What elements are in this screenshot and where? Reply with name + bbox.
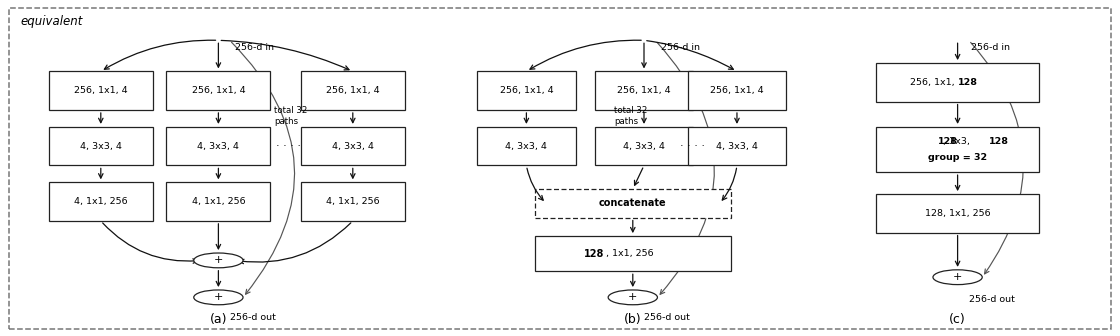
Text: +: +: [214, 255, 223, 265]
FancyBboxPatch shape: [49, 182, 152, 221]
Circle shape: [608, 290, 657, 305]
Text: 128, 1x1, 256: 128, 1x1, 256: [925, 209, 990, 218]
FancyBboxPatch shape: [534, 189, 730, 218]
Text: +: +: [628, 292, 637, 302]
Circle shape: [933, 270, 982, 285]
FancyBboxPatch shape: [300, 182, 405, 221]
FancyBboxPatch shape: [167, 127, 271, 166]
Text: (c): (c): [950, 313, 965, 326]
Text: (b): (b): [624, 313, 642, 326]
Text: 4, 3x3, 4: 4, 3x3, 4: [623, 142, 665, 151]
Text: 128: 128: [989, 137, 1009, 145]
Text: 256, 1x1, 4: 256, 1x1, 4: [192, 86, 245, 95]
Text: equivalent: equivalent: [20, 15, 83, 28]
FancyBboxPatch shape: [876, 63, 1038, 101]
FancyBboxPatch shape: [49, 127, 152, 166]
Text: group = 32: group = 32: [928, 154, 987, 162]
Circle shape: [194, 253, 243, 268]
FancyBboxPatch shape: [477, 72, 576, 110]
FancyBboxPatch shape: [688, 127, 786, 166]
Text: 4, 1x1, 256: 4, 1x1, 256: [192, 197, 245, 206]
Text: 256-d in: 256-d in: [661, 43, 700, 51]
Text: 128: 128: [937, 137, 958, 145]
FancyBboxPatch shape: [595, 127, 693, 166]
Text: 256, 1x1, 4: 256, 1x1, 4: [500, 86, 553, 95]
Text: (a): (a): [209, 313, 227, 326]
Text: 256-d in: 256-d in: [971, 43, 1010, 51]
Text: 256, 1x1,: 256, 1x1,: [909, 78, 958, 87]
Circle shape: [194, 290, 243, 305]
FancyBboxPatch shape: [167, 72, 271, 110]
Text: 4, 3x3, 4: 4, 3x3, 4: [80, 142, 122, 151]
Text: 256-d out: 256-d out: [644, 313, 690, 322]
Text: · · · ·: · · · ·: [277, 141, 301, 151]
FancyBboxPatch shape: [534, 236, 730, 271]
Text: 256-d out: 256-d out: [230, 313, 276, 322]
Text: 256, 1x1, 4: 256, 1x1, 4: [710, 86, 764, 95]
Text: 256, 1x1, 4: 256, 1x1, 4: [617, 86, 671, 95]
Text: +: +: [953, 272, 962, 282]
Text: 256-d out: 256-d out: [969, 295, 1015, 303]
Text: total 32
paths: total 32 paths: [614, 106, 647, 126]
FancyBboxPatch shape: [9, 8, 1111, 329]
FancyBboxPatch shape: [876, 127, 1038, 172]
FancyBboxPatch shape: [688, 72, 786, 110]
FancyBboxPatch shape: [300, 127, 405, 166]
Text: , 3x3,: , 3x3,: [943, 137, 972, 145]
Text: 4, 1x1, 256: 4, 1x1, 256: [74, 197, 128, 206]
FancyBboxPatch shape: [49, 72, 152, 110]
FancyBboxPatch shape: [167, 182, 271, 221]
Text: concatenate: concatenate: [599, 198, 666, 208]
Text: 4, 3x3, 4: 4, 3x3, 4: [197, 142, 240, 151]
Text: 256-d in: 256-d in: [235, 43, 274, 51]
Text: 4, 3x3, 4: 4, 3x3, 4: [505, 142, 548, 151]
Text: 128: 128: [585, 249, 605, 259]
Text: total 32
paths: total 32 paths: [274, 106, 308, 126]
Text: 256, 1x1, 4: 256, 1x1, 4: [74, 86, 128, 95]
Text: 128: 128: [958, 78, 978, 87]
Text: , 1x1, 256: , 1x1, 256: [606, 249, 654, 258]
Text: +: +: [214, 292, 223, 302]
Text: · · · ·: · · · ·: [680, 141, 704, 151]
Text: 256, 1x1, 4: 256, 1x1, 4: [326, 86, 380, 95]
Text: 4, 3x3, 4: 4, 3x3, 4: [716, 142, 758, 151]
FancyBboxPatch shape: [477, 127, 576, 166]
FancyBboxPatch shape: [300, 72, 405, 110]
Text: 4, 1x1, 256: 4, 1x1, 256: [326, 197, 380, 206]
FancyBboxPatch shape: [595, 72, 693, 110]
FancyBboxPatch shape: [876, 194, 1038, 233]
Text: 4, 3x3, 4: 4, 3x3, 4: [332, 142, 374, 151]
